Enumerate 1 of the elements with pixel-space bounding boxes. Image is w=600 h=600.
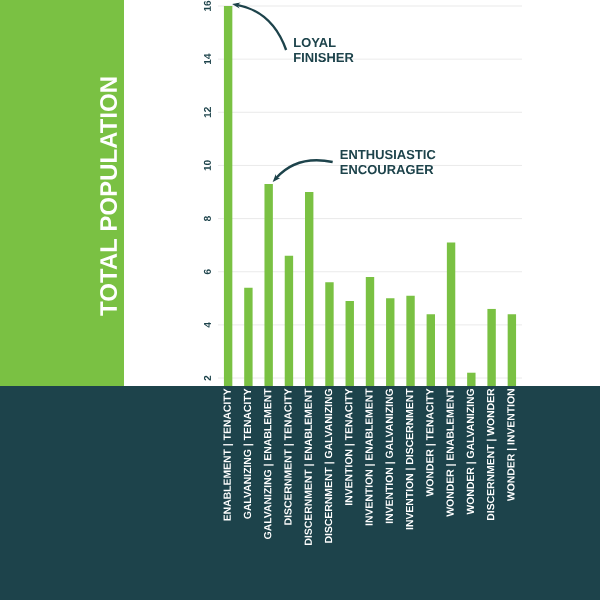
y-axis-title: TOTAL POPULATION <box>100 77 118 316</box>
